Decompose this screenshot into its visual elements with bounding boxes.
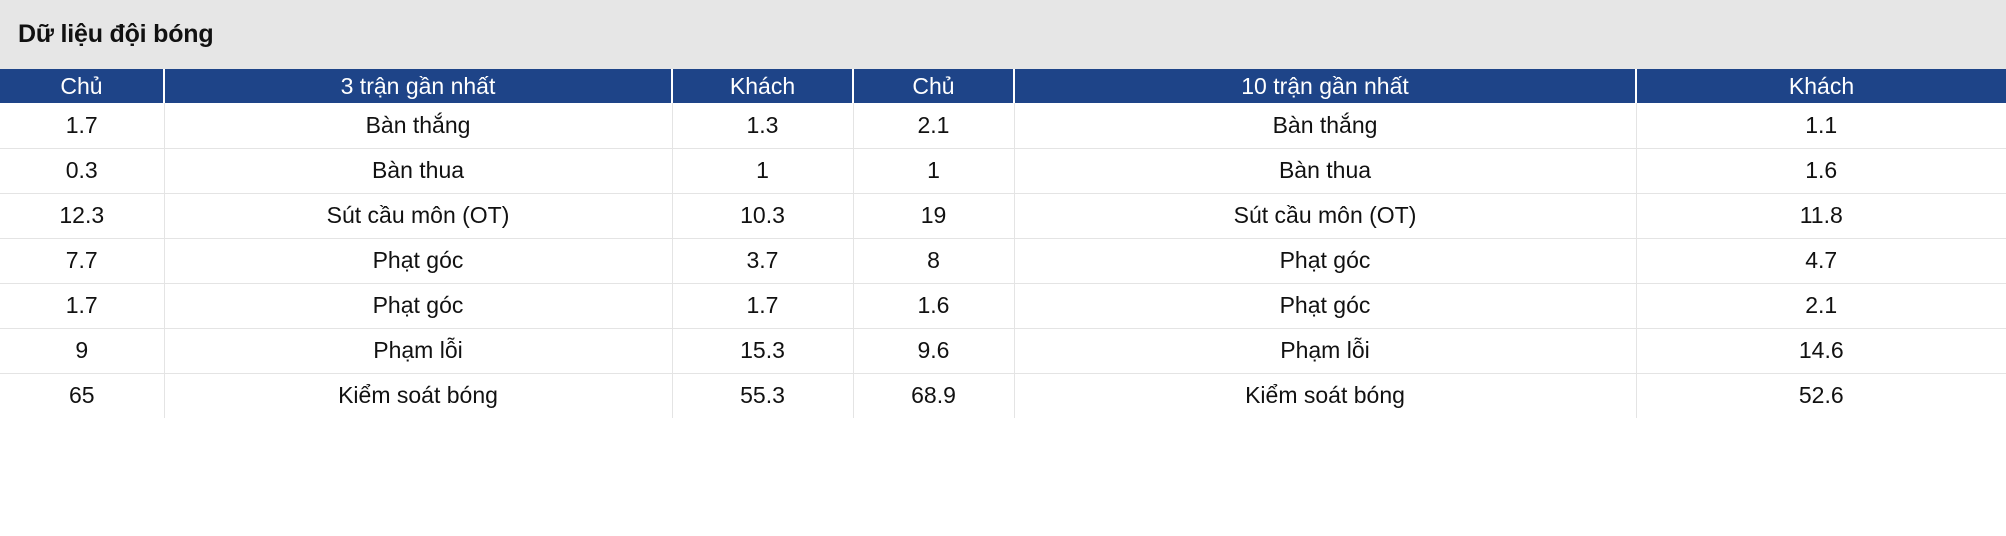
cell-away-recent3: 3.7 (672, 238, 854, 284)
column-header-home-recent3[interactable]: Chủ (0, 69, 165, 103)
cell-home-recent3: 9 (0, 328, 165, 374)
table-header: Chủ 3 trận gần nhất Khách Chủ 10 trận gầ… (0, 69, 2006, 103)
cell-stat-recent3: Bàn thắng (164, 103, 673, 149)
cell-stat-recent10: Bàn thua (1014, 148, 1637, 194)
table-row: 12.3 Sút cầu môn (OT) 10.3 19 Sút cầu mô… (0, 193, 2006, 239)
table-row: 1.7 Bàn thắng 1.3 2.1 Bàn thắng 1.1 (0, 103, 2006, 149)
cell-stat-recent10: Sút cầu môn (OT) (1014, 193, 1637, 239)
column-header-away-recent10[interactable]: Khách (1636, 69, 2006, 103)
cell-stat-recent3: Phạt góc (164, 283, 673, 329)
cell-away-recent3: 1.7 (672, 283, 854, 329)
column-header-home-recent10[interactable]: Chủ (853, 69, 1015, 103)
team-stats-table: Chủ 3 trận gần nhất Khách Chủ 10 trận gầ… (0, 69, 2006, 418)
cell-stat-recent3: Phạm lỗi (164, 328, 673, 374)
cell-stat-recent10: Phạm lỗi (1014, 328, 1637, 374)
table-row: 0.3 Bàn thua 1 1 Bàn thua 1.6 (0, 148, 2006, 194)
cell-home-recent10: 68.9 (853, 373, 1015, 418)
cell-stat-recent10: Bàn thắng (1014, 103, 1637, 149)
cell-stat-recent3: Sút cầu môn (OT) (164, 193, 673, 239)
cell-away-recent3: 1 (672, 148, 854, 194)
table-row: 1.7 Phạt góc 1.7 1.6 Phạt góc 2.1 (0, 283, 2006, 329)
cell-away-recent10: 1.1 (1636, 103, 2006, 149)
cell-home-recent10: 1 (853, 148, 1015, 194)
cell-home-recent3: 12.3 (0, 193, 165, 239)
column-header-recent3[interactable]: 3 trận gần nhất (164, 69, 673, 103)
cell-home-recent3: 7.7 (0, 238, 165, 284)
cell-away-recent10: 11.8 (1636, 193, 2006, 239)
table-body: 1.7 Bàn thắng 1.3 2.1 Bàn thắng 1.1 0.3 … (0, 103, 2006, 418)
cell-home-recent10: 9.6 (853, 328, 1015, 374)
cell-away-recent3: 10.3 (672, 193, 854, 239)
cell-stat-recent10: Phạt góc (1014, 238, 1637, 284)
cell-stat-recent3: Bàn thua (164, 148, 673, 194)
panel-header: Dữ liệu đội bóng (0, 0, 2006, 69)
cell-away-recent10: 52.6 (1636, 373, 2006, 418)
cell-away-recent3: 15.3 (672, 328, 854, 374)
cell-away-recent10: 1.6 (1636, 148, 2006, 194)
cell-away-recent3: 1.3 (672, 103, 854, 149)
column-header-recent10[interactable]: 10 trận gần nhất (1014, 69, 1637, 103)
cell-stat-recent10: Kiểm soát bóng (1014, 373, 1637, 418)
cell-stat-recent3: Phạt góc (164, 238, 673, 284)
cell-home-recent3: 65 (0, 373, 165, 418)
table-row: 9 Phạm lỗi 15.3 9.6 Phạm lỗi 14.6 (0, 328, 2006, 374)
cell-away-recent3: 55.3 (672, 373, 854, 418)
page-title: Dữ liệu đội bóng (18, 20, 214, 48)
table-row: 7.7 Phạt góc 3.7 8 Phạt góc 4.7 (0, 238, 2006, 284)
cell-home-recent10: 1.6 (853, 283, 1015, 329)
cell-home-recent10: 19 (853, 193, 1015, 239)
column-header-away-recent3[interactable]: Khách (672, 69, 854, 103)
cell-away-recent10: 4.7 (1636, 238, 2006, 284)
cell-stat-recent3: Kiểm soát bóng (164, 373, 673, 418)
table-row: 65 Kiểm soát bóng 55.3 68.9 Kiểm soát bó… (0, 373, 2006, 418)
cell-home-recent10: 8 (853, 238, 1015, 284)
cell-home-recent3: 1.7 (0, 103, 165, 149)
cell-home-recent3: 1.7 (0, 283, 165, 329)
cell-home-recent3: 0.3 (0, 148, 165, 194)
cell-home-recent10: 2.1 (853, 103, 1015, 149)
table-header-row: Chủ 3 trận gần nhất Khách Chủ 10 trận gầ… (0, 69, 2006, 103)
cell-stat-recent10: Phạt góc (1014, 283, 1637, 329)
cell-away-recent10: 2.1 (1636, 283, 2006, 329)
cell-away-recent10: 14.6 (1636, 328, 2006, 374)
